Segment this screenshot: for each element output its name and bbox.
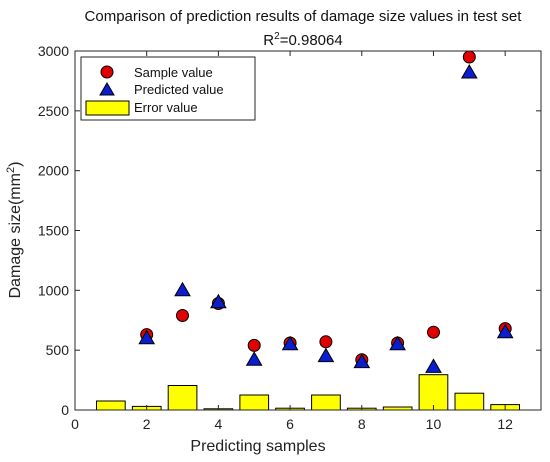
error-bar [454, 392, 485, 411]
predicted-point [210, 293, 227, 309]
predicted-point [425, 358, 442, 373]
y-tick-label: 1000 [38, 282, 69, 298]
x-tick-label: 10 [426, 416, 442, 432]
error-bar [239, 394, 270, 411]
predicted-point [138, 329, 156, 345]
predicted-point [353, 353, 371, 369]
x-tick-label: 6 [286, 416, 294, 432]
predicted-point [496, 323, 514, 339]
x-tick-label: 4 [214, 416, 222, 432]
error-bar [311, 394, 341, 411]
legend-error-label: Error value [134, 100, 198, 115]
y-tick-label: 2000 [38, 163, 69, 179]
y-tick-label: 0 [61, 402, 69, 418]
error-bars [96, 374, 520, 411]
sample-point [462, 50, 476, 64]
x-tick-label: 0 [71, 416, 79, 432]
predicted-point [281, 335, 299, 351]
predicted-point [174, 281, 191, 297]
legend-sample-marker [100, 65, 114, 79]
sample-point [247, 338, 261, 352]
error-bar [167, 385, 198, 411]
y-axis-label: Damage size(mm2) [5, 162, 24, 299]
x-axis-label: Predicting samples [190, 438, 325, 455]
sample-point [427, 325, 440, 339]
legend: Sample value Predicted value Error value [80, 56, 256, 121]
chart-title: Comparison of prediction results of dama… [85, 8, 523, 25]
legend-error-swatch [85, 100, 130, 116]
y-tick-label: 2500 [38, 103, 69, 119]
y-tick-label: 1500 [38, 223, 69, 239]
legend-predicted-label: Predicted value [134, 82, 224, 97]
x-tick-label: 2 [143, 416, 151, 432]
predicted-point [460, 63, 478, 79]
x-tick-label: 12 [497, 416, 513, 432]
x-tick-label: 8 [358, 416, 366, 432]
predicted-point [317, 347, 335, 363]
chart-subtitle: R2=0.98064 [263, 31, 342, 49]
error-bar [418, 374, 449, 411]
error-bar [96, 400, 126, 411]
y-tick-label: 3000 [38, 43, 69, 59]
legend-predicted-marker [99, 82, 115, 96]
y-tick-label: 500 [46, 342, 70, 358]
sample-point [176, 309, 189, 322]
predicted-point [389, 335, 406, 351]
axis-ticks: 0 2 4 6 8 10 12 0 500 1000 1500 2000 2500 3000 [38, 43, 541, 432]
markers [138, 50, 514, 373]
sample-point [319, 335, 333, 349]
predicted-point [245, 351, 263, 366]
legend-sample-label: Sample value [134, 65, 213, 80]
